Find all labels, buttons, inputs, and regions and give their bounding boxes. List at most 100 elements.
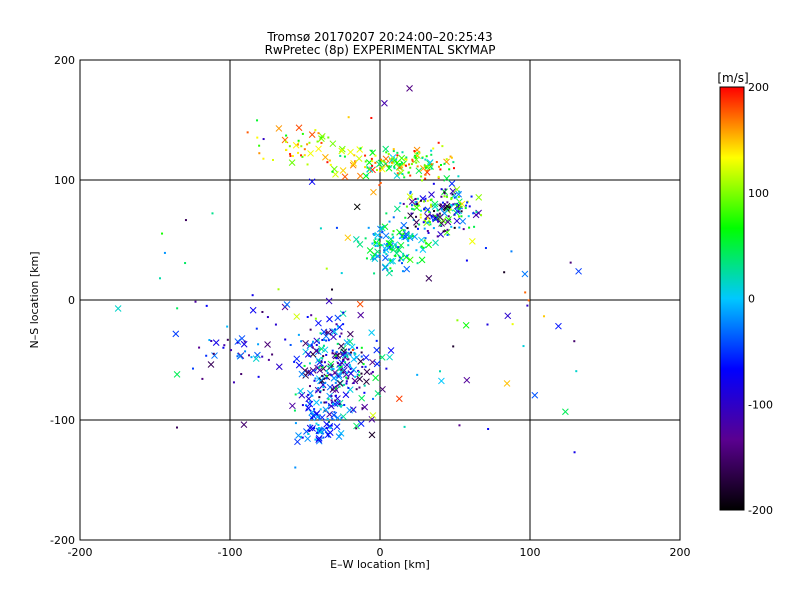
- dot-marker: [415, 226, 417, 228]
- dot-marker: [379, 170, 381, 172]
- dot-marker: [450, 208, 452, 210]
- data-points: [115, 85, 581, 468]
- dot-marker: [322, 437, 324, 439]
- dot-marker: [409, 192, 411, 194]
- dot-marker: [427, 200, 429, 202]
- dot-marker: [401, 262, 403, 264]
- dot-marker: [312, 341, 314, 343]
- cross-marker: [265, 342, 271, 348]
- dot-marker: [471, 196, 473, 198]
- colorbar-tick-label: 100: [748, 187, 769, 200]
- dot-marker: [431, 215, 433, 217]
- dot-marker: [328, 398, 330, 400]
- dot-marker: [443, 163, 445, 165]
- cross-marker: [358, 312, 364, 318]
- dot-marker: [194, 301, 196, 303]
- dot-marker: [393, 230, 395, 232]
- dot-marker: [421, 157, 423, 159]
- dot-marker: [415, 198, 417, 200]
- dot-marker: [427, 222, 429, 224]
- dot-marker: [421, 179, 423, 181]
- cross-marker: [338, 343, 344, 349]
- dot-marker: [446, 196, 448, 198]
- dot-marker: [323, 389, 325, 391]
- cross-marker: [369, 330, 375, 336]
- dot-marker: [354, 353, 356, 355]
- dot-marker: [311, 344, 313, 346]
- dot-marker: [321, 339, 323, 341]
- dot-marker: [325, 340, 327, 342]
- dot-marker: [355, 427, 357, 429]
- dot-marker: [543, 315, 545, 317]
- cross-marker: [387, 354, 393, 360]
- dot-marker: [416, 155, 418, 157]
- cross-marker: [382, 265, 388, 271]
- dot-marker: [322, 433, 324, 435]
- dot-marker: [324, 382, 326, 384]
- dot-marker: [446, 158, 448, 160]
- dot-marker: [402, 259, 404, 261]
- dot-marker: [346, 372, 348, 374]
- dot-marker: [439, 370, 441, 372]
- cross-marker: [296, 362, 302, 368]
- cross-marker: [374, 361, 380, 367]
- dot-marker: [380, 228, 382, 230]
- dot-marker: [356, 347, 358, 349]
- dot-marker: [473, 226, 475, 228]
- dot-marker: [290, 344, 292, 346]
- dot-marker: [458, 191, 460, 193]
- dot-marker: [311, 417, 313, 419]
- dot-marker: [354, 376, 356, 378]
- dot-marker: [252, 294, 254, 296]
- y-tick-label: -200: [50, 534, 75, 547]
- cross-marker: [335, 315, 341, 321]
- dot-marker: [378, 242, 380, 244]
- dot-marker: [391, 249, 393, 251]
- dot-marker: [391, 270, 393, 272]
- cross-marker: [388, 347, 394, 353]
- dot-marker: [358, 387, 360, 389]
- dot-marker: [458, 208, 460, 210]
- dot-marker: [335, 355, 337, 357]
- cross-marker: [298, 388, 304, 394]
- cross-marker: [276, 125, 282, 131]
- dot-marker: [399, 256, 401, 258]
- dot-marker: [452, 345, 454, 347]
- dot-marker: [206, 305, 208, 307]
- dot-marker: [405, 156, 407, 158]
- dot-marker: [384, 251, 386, 253]
- dot-marker: [364, 385, 366, 387]
- dot-marker: [326, 161, 328, 163]
- dot-marker: [430, 206, 432, 208]
- dot-marker: [376, 340, 378, 342]
- dot-marker: [487, 428, 489, 430]
- dot-marker: [334, 328, 336, 330]
- dot-marker: [411, 208, 413, 210]
- dot-marker: [335, 382, 337, 384]
- dot-marker: [309, 401, 311, 403]
- dot-marker: [393, 166, 395, 168]
- dot-marker: [320, 402, 322, 404]
- dot-marker: [401, 236, 403, 238]
- dot-marker: [317, 339, 319, 341]
- dot-marker: [340, 149, 342, 151]
- dot-marker: [330, 164, 332, 166]
- dot-marker: [363, 392, 365, 394]
- dot-marker: [301, 156, 303, 158]
- cross-marker: [330, 141, 336, 147]
- dot-marker: [317, 387, 319, 389]
- dot-marker: [408, 232, 410, 234]
- dot-marker: [211, 212, 213, 214]
- dot-marker: [345, 377, 347, 379]
- dot-marker: [339, 335, 341, 337]
- dot-marker: [340, 369, 342, 371]
- cross-marker: [454, 218, 460, 224]
- dot-marker: [380, 244, 382, 246]
- dot-marker: [366, 174, 368, 176]
- dot-marker: [297, 152, 299, 154]
- dot-marker: [248, 354, 250, 356]
- x-tick-label: 100: [520, 546, 541, 559]
- dot-marker: [263, 138, 265, 140]
- dot-marker: [325, 354, 327, 356]
- dot-marker: [574, 451, 576, 453]
